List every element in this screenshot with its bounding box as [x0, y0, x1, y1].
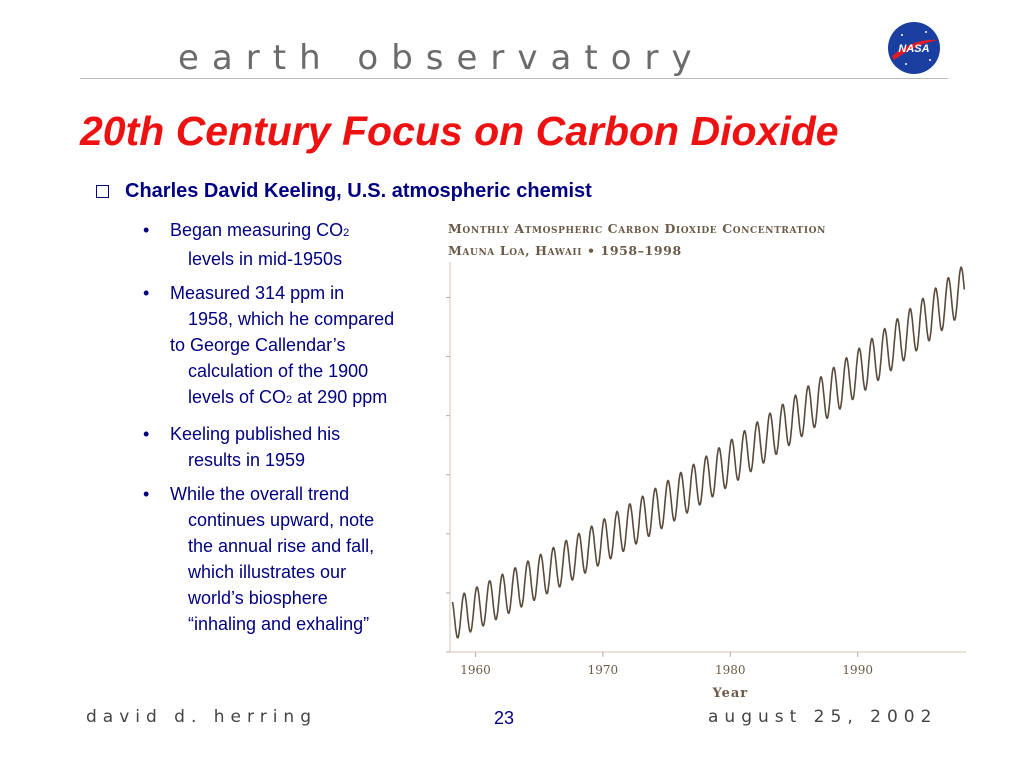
- bullet-line: results in 1959: [188, 450, 306, 470]
- chart-title: Monthly Atmospheric Carbon Dioxide Conce…: [448, 221, 826, 236]
- chart-subtitle: Mauna Loa, Hawaii • 1958–1998: [448, 243, 682, 258]
- x-tick-label: 1990: [842, 663, 873, 677]
- checkbox-bullet-icon: [96, 185, 109, 198]
- main-bullet: Charles David Keeling, U.S. atmospheric …: [96, 180, 592, 203]
- bullet-line: 1958, which he compared: [188, 309, 395, 329]
- bullet-line: While the overall trend: [170, 484, 350, 504]
- sub-bullet: Measured 314 ppm in 1958, which he compa…: [140, 280, 460, 413]
- nasa-logo-icon: NASA: [888, 22, 940, 74]
- x-tick-label: 1970: [588, 663, 619, 677]
- footer-date: august 25, 2002: [708, 707, 938, 727]
- header-rule: [80, 78, 948, 79]
- footer-page-number: 23: [494, 708, 515, 728]
- co2-chart: 1960 1970 1980 1990 Year: [446, 262, 966, 701]
- main-bullet-text: Charles David Keeling, U.S. atmospheric …: [125, 180, 592, 202]
- slide-title: 20th Century Focus on Carbon Dioxide: [80, 108, 839, 154]
- bullet-line: world’s biosphere: [188, 588, 328, 608]
- bullet-line: levels in mid-1950s: [188, 249, 343, 269]
- bullet-line: Keeling published his: [170, 424, 341, 444]
- sub-bullet: While the overall trend continues upward…: [140, 481, 460, 637]
- bullet-line: which illustrates our: [188, 562, 347, 582]
- bullet-line: continues upward, note: [188, 510, 375, 530]
- bullet-line: the annual rise and fall,: [188, 536, 375, 556]
- nasa-logo-text: NASA: [898, 43, 929, 55]
- bullet-line: to George Callendar’s: [170, 335, 346, 355]
- x-tick-label: 1980: [715, 663, 746, 677]
- chart-title-block: Monthly Atmospheric Carbon Dioxide Conce…: [448, 218, 826, 262]
- sub-bullet-list: Began measuring CO2 levels in mid-1950s …: [140, 217, 460, 645]
- sub-bullet: Keeling published his results in 1959: [140, 421, 460, 473]
- co2-series-line: [451, 266, 966, 639]
- x-axis-label: Year: [711, 686, 748, 701]
- bullet-line: Measured 314 ppm in: [170, 283, 345, 303]
- bullet-line: calculation of the 1900: [188, 361, 369, 381]
- sub-bullet: Began measuring CO2 levels in mid-1950s: [140, 217, 460, 272]
- header-logo-text: earth observatory: [178, 38, 705, 78]
- footer-author: david d. herring: [86, 707, 317, 727]
- x-tick-label: 1960: [460, 663, 491, 677]
- bullet-line: levels of CO2 at 290 ppm: [188, 387, 388, 407]
- bullet-line: Began measuring CO2: [170, 220, 350, 240]
- bullet-line: “inhaling and exhaling”: [188, 614, 370, 634]
